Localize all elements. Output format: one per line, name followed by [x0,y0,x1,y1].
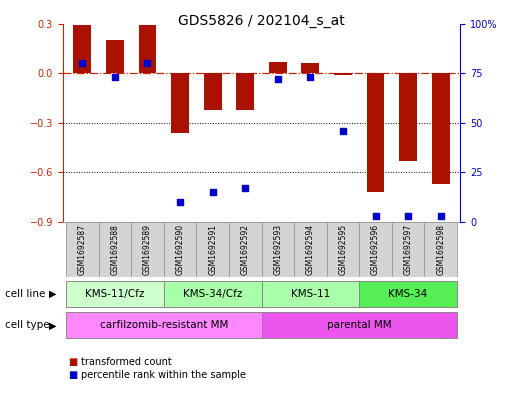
Bar [196,222,229,277]
Point [176,199,184,205]
Text: cell line: cell line [5,289,46,299]
Bar [139,25,156,73]
Text: GSM1692589: GSM1692589 [143,224,152,275]
Text: GDS5826 / 202104_s_at: GDS5826 / 202104_s_at [178,14,345,28]
Point [111,74,119,80]
Text: ■: ■ [68,370,77,380]
Text: ▶: ▶ [49,289,56,299]
Text: transformed count: transformed count [81,356,172,367]
Bar [262,222,294,277]
Bar [262,281,359,307]
Text: GSM1692592: GSM1692592 [241,224,249,275]
Bar [106,40,124,73]
Bar [203,73,222,110]
Text: parental MM: parental MM [327,320,392,330]
Bar [367,73,384,192]
Bar [431,73,450,184]
Bar [131,222,164,277]
Text: KMS-34: KMS-34 [389,289,428,299]
Bar [269,62,287,73]
Text: ■: ■ [68,356,77,367]
Bar [229,222,262,277]
Bar [359,222,392,277]
Point [78,60,86,66]
Text: GSM1692597: GSM1692597 [404,224,413,275]
Point [404,213,412,219]
Text: KMS-11/Cfz: KMS-11/Cfz [85,289,144,299]
Bar [262,312,457,338]
Text: GSM1692588: GSM1692588 [110,224,119,275]
Bar [399,73,417,161]
Bar [294,222,327,277]
Text: GSM1692596: GSM1692596 [371,224,380,275]
Bar [334,73,352,75]
Bar [359,281,457,307]
Point [274,76,282,82]
Bar [301,63,320,73]
Bar [327,222,359,277]
Bar [66,312,262,338]
Text: GSM1692591: GSM1692591 [208,224,217,275]
Bar [99,222,131,277]
Point [371,213,380,219]
Bar [236,73,254,110]
Bar [66,222,99,277]
Text: GSM1692593: GSM1692593 [274,224,282,275]
Text: GSM1692595: GSM1692595 [338,224,347,275]
Bar [164,222,196,277]
Text: carfilzomib-resistant MM: carfilzomib-resistant MM [99,320,228,330]
Bar [392,222,424,277]
Point [241,185,249,191]
Text: percentile rank within the sample: percentile rank within the sample [81,370,246,380]
Point [209,189,217,195]
Text: GSM1692587: GSM1692587 [78,224,87,275]
Text: GSM1692598: GSM1692598 [436,224,445,275]
Point [339,128,347,134]
Text: KMS-34/Cfz: KMS-34/Cfz [183,289,242,299]
Bar [66,281,164,307]
Bar [73,25,92,73]
Bar [171,73,189,133]
Text: ▶: ▶ [49,320,56,331]
Text: KMS-11: KMS-11 [291,289,330,299]
Text: cell type: cell type [5,320,50,331]
Point [437,213,445,219]
Text: GSM1692594: GSM1692594 [306,224,315,275]
Text: GSM1692590: GSM1692590 [176,224,185,275]
Point [143,60,152,66]
Bar [424,222,457,277]
Point [306,74,314,80]
Bar [164,281,262,307]
